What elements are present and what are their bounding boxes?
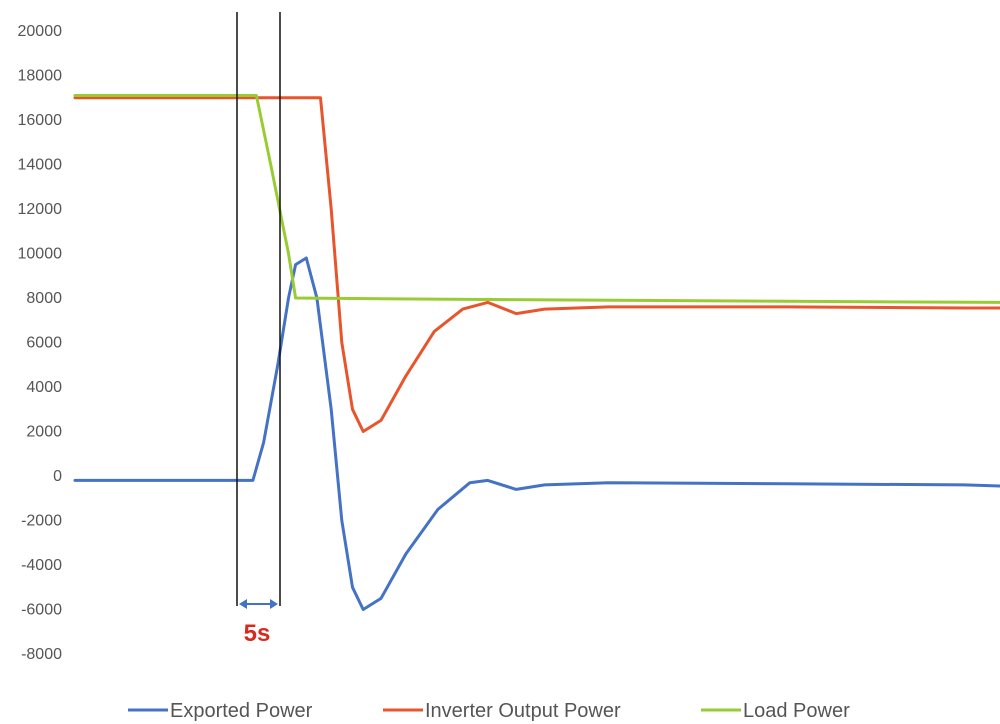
y-tick-label: 12000 [18, 201, 63, 218]
y-tick-label: 20000 [18, 23, 63, 40]
y-tick-label: 6000 [26, 335, 62, 352]
time-window-markers [236, 12, 281, 609]
legend-label-inverter-output-power: Inverter Output Power [425, 700, 621, 722]
y-tick-label: 18000 [18, 68, 63, 85]
series-line-inverter-output-power [73, 96, 1000, 433]
legend: Exported Power Inverter Output Power Load … [128, 700, 850, 722]
y-tick-label: 0 [53, 468, 62, 485]
arrow-right-icon [270, 599, 278, 609]
duration-annotation: 5s [244, 620, 271, 647]
series-line-load-power [73, 94, 1000, 304]
y-tick-label: 14000 [18, 157, 63, 174]
arrow-left-icon [239, 599, 247, 609]
series-layer [73, 94, 1000, 611]
y-tick-label: 8000 [26, 290, 62, 307]
y-tick-label: 2000 [26, 424, 62, 441]
y-tick-label: -6000 [21, 602, 62, 619]
series-line-exported-power [73, 256, 1000, 611]
legend-label-load-power: Load Power [743, 700, 850, 722]
legend-label-exported-power: Exported Power [170, 700, 313, 722]
y-tick-label: -2000 [21, 513, 62, 530]
y-tick-label: 10000 [18, 246, 63, 263]
y-tick-label: -4000 [21, 557, 62, 574]
y-tick-label: 16000 [18, 112, 63, 129]
y-axis-ticks: 2000018000160001400012000100008000600040… [18, 23, 63, 663]
y-tick-label: -8000 [21, 646, 62, 663]
y-tick-label: 4000 [26, 379, 62, 396]
